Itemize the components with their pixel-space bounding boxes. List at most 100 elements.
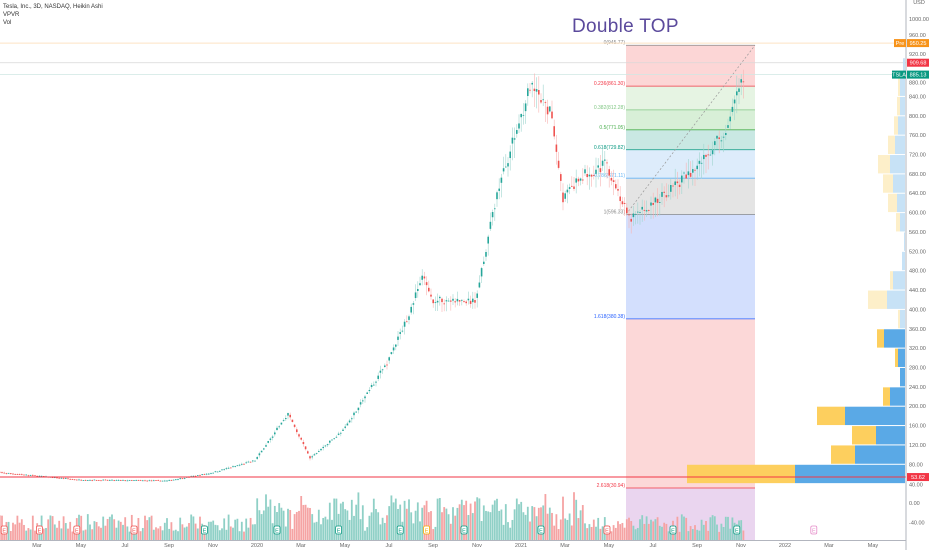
- volume-bar: [124, 517, 127, 540]
- symbol-info[interactable]: Tesla, Inc., 3D, NASDAQ, Heikin Ashi: [3, 4, 103, 10]
- earnings-marker-icon[interactable]: E: [810, 525, 818, 535]
- volume-bar: [718, 531, 721, 540]
- volume-bar: [504, 504, 507, 540]
- volume-bar: [137, 518, 140, 540]
- price-tick-label: 200.00: [909, 404, 926, 410]
- volume-bar: [623, 527, 626, 540]
- candle-body: [225, 468, 228, 470]
- candle-body: [168, 479, 170, 481]
- price-tick-label: 880.00: [909, 81, 926, 87]
- candle-body: [93, 479, 96, 481]
- candle-body: [300, 437, 302, 440]
- volume-bar: [564, 518, 567, 540]
- earnings-marker-icon[interactable]: E: [130, 525, 138, 535]
- candle-body: [311, 456, 313, 458]
- candle-body: [720, 140, 723, 142]
- earnings-marker-icon[interactable]: E: [396, 525, 404, 535]
- volume-bar: [119, 521, 122, 540]
- volume-bar: [691, 529, 694, 540]
- volume-bar: [625, 519, 628, 540]
- volume-bar: [260, 514, 263, 540]
- candle-body: [234, 466, 236, 467]
- volume-bar: [416, 502, 419, 540]
- volume-bar: [122, 524, 124, 540]
- candle-body: [16, 474, 19, 475]
- candle-body: [23, 474, 25, 476]
- volume-bar: [375, 509, 377, 540]
- candle-body: [524, 103, 527, 112]
- earnings-letter: E: [671, 529, 675, 535]
- volume-bar: [117, 520, 120, 540]
- volume-bar: [496, 498, 498, 540]
- earnings-marker-icon[interactable]: E: [335, 525, 343, 535]
- earnings-marker-icon[interactable]: E: [73, 525, 81, 535]
- volume-bar: [438, 498, 441, 540]
- candle-body: [586, 173, 588, 178]
- volume-bar: [223, 518, 226, 540]
- candle-body: [571, 185, 573, 187]
- volume-profile-down-bar: [883, 387, 890, 406]
- earnings-badge: [0, 525, 8, 535]
- candle-body: [21, 474, 23, 476]
- volume-profile-up-bar: [900, 309, 905, 329]
- price-tick-label: 80.00: [909, 462, 923, 468]
- candle-body: [520, 113, 522, 118]
- candle-body: [676, 181, 679, 184]
- volume-bar: [509, 527, 512, 540]
- volume-profile-down-bar: [897, 96, 900, 116]
- earnings-marker-icon[interactable]: E: [0, 525, 8, 535]
- volume-bar: [148, 517, 151, 540]
- candle-body: [637, 211, 639, 213]
- earnings-marker-icon[interactable]: E: [36, 525, 43, 535]
- volume-bar: [350, 499, 353, 540]
- candle-body: [711, 150, 714, 155]
- candle-body: [353, 412, 355, 416]
- volume-bar: [667, 531, 670, 540]
- volume-bar: [518, 504, 520, 540]
- volume-bar: [251, 524, 254, 540]
- volume-bar: [155, 527, 157, 540]
- candle-body: [56, 477, 58, 479]
- volume-bar: [452, 507, 454, 540]
- earnings-marker-icon[interactable]: E: [669, 525, 677, 535]
- volume-bar: [685, 517, 688, 540]
- volume-bar: [258, 510, 261, 540]
- drawing-title-text[interactable]: Double TOP: [572, 16, 679, 37]
- volume-bar: [414, 510, 417, 540]
- volume-bar: [678, 531, 681, 540]
- volume-bar: [196, 528, 199, 540]
- volume-bar: [700, 519, 703, 540]
- earnings-marker-icon[interactable]: E: [537, 525, 545, 535]
- candle-body: [513, 138, 516, 140]
- price-tick-label: 160.00: [909, 424, 926, 430]
- earnings-marker-icon[interactable]: E: [200, 525, 208, 535]
- candle-body: [388, 357, 390, 361]
- earnings-marker-icon[interactable]: E: [460, 525, 468, 535]
- candle-body: [282, 420, 285, 422]
- volume-bar: [342, 501, 344, 540]
- earnings-marker-icon[interactable]: E: [273, 525, 281, 535]
- vpvr-indicator-label[interactable]: VPVR: [3, 12, 20, 18]
- candle-body: [27, 474, 30, 476]
- volume-bar: [694, 525, 696, 540]
- volume-bar: [698, 530, 701, 540]
- volume-profile-up-bar: [903, 58, 905, 77]
- time-tick-label: 2021: [515, 543, 527, 549]
- earnings-marker-icon[interactable]: E: [603, 525, 611, 535]
- volume-profile-down-bar: [896, 213, 900, 232]
- earnings-marker-icon[interactable]: E: [733, 525, 741, 535]
- volume-indicator-label[interactable]: Vol: [3, 20, 12, 26]
- volume-bar: [161, 530, 164, 540]
- candle-body: [562, 192, 564, 203]
- volume-bar: [729, 528, 732, 540]
- candle-body: [414, 292, 417, 299]
- volume-bar: [152, 529, 155, 540]
- volume-bar: [62, 516, 65, 540]
- volume-bar: [229, 526, 232, 540]
- volume-bar: [588, 524, 591, 540]
- candle-body: [555, 144, 558, 152]
- candle-body: [573, 186, 575, 189]
- volume-profile-down-bar: [883, 174, 893, 193]
- earnings-marker-icon[interactable]: E: [423, 525, 431, 535]
